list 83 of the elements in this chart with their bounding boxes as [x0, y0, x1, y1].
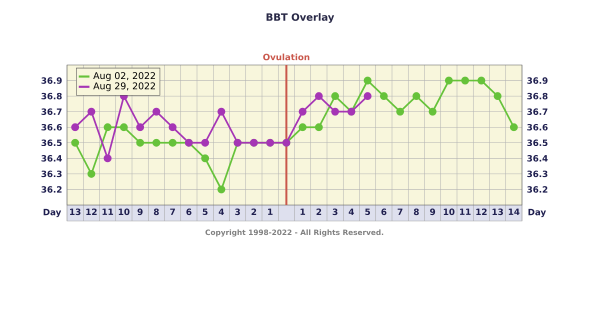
- x-tick-label: 13: [492, 208, 503, 216]
- x-tick-label: 12: [86, 208, 97, 215]
- point: [444, 76, 453, 84]
- point: [168, 123, 177, 132]
- x-tick-label: 1: [268, 208, 273, 215]
- point: [314, 92, 323, 100]
- x-tick-label: 1: [300, 208, 306, 215]
- y-tick-label: 36.9: [42, 77, 62, 84]
- x-tick-label: 3: [235, 208, 240, 216]
- x-tick-label: 2: [316, 208, 322, 215]
- point: [461, 76, 470, 84]
- y2-tick-label: 36.4: [527, 155, 548, 162]
- point: [510, 123, 518, 132]
- y2-tick-label: 36.3: [527, 170, 548, 178]
- y2-tick-label: 36.5: [527, 140, 548, 146]
- y-tick-label: 36.5: [42, 140, 62, 146]
- point: [298, 123, 307, 132]
- point: [477, 76, 486, 84]
- point: [201, 154, 210, 162]
- x-tick-label: 4: [348, 208, 354, 215]
- x-tick-label: 9: [430, 208, 436, 216]
- x-tick-label: 5: [365, 208, 370, 216]
- y2-tick-label: 36.2: [527, 186, 548, 193]
- point: [201, 138, 210, 147]
- point: [298, 108, 307, 116]
- point: [331, 108, 340, 116]
- point: [396, 108, 404, 116]
- y-tick-label: 36.2: [42, 186, 62, 193]
- x-tick-label: 2: [252, 208, 256, 215]
- point: [168, 138, 177, 147]
- x-tick-label: 8: [414, 208, 419, 216]
- x-tick-label: 10: [118, 208, 130, 216]
- ref-line-label: Ovulation: [263, 54, 310, 60]
- point: [364, 76, 372, 84]
- point: [87, 170, 96, 178]
- x-tick-label: 4: [218, 208, 224, 215]
- x-tick-label: 7: [170, 208, 175, 215]
- x-tick-label: 8: [154, 208, 159, 216]
- x-tick-label: 14: [508, 208, 520, 215]
- text: Day: [528, 208, 546, 218]
- x-tick-label: 10: [444, 208, 454, 216]
- point: [494, 92, 502, 100]
- point: [152, 108, 160, 116]
- chart-title: BBT Overlay: [266, 13, 334, 23]
- x-tick-label: 7: [398, 208, 402, 215]
- point: [428, 108, 437, 116]
- point: [71, 138, 80, 147]
- point: [136, 123, 144, 132]
- y2-tick-label: 36.7: [527, 108, 548, 115]
- point: [104, 154, 112, 162]
- x-tick-label: 9: [138, 208, 143, 216]
- legend-label: Aug 29, 2022: [93, 82, 155, 92]
- y-tick-label: 36.7: [42, 108, 62, 115]
- point: [152, 138, 160, 147]
- y2-tick-label: 36.9: [527, 77, 548, 84]
- y2-tick-label: 36.6: [527, 124, 548, 130]
- x-tick-label: 12: [476, 208, 487, 215]
- point: [380, 92, 388, 100]
- x-axis-title: Day: [44, 208, 62, 218]
- x-tick-label: 6: [381, 208, 386, 216]
- point: [120, 123, 128, 132]
- x-tick-label: 6: [186, 208, 192, 216]
- point: [104, 123, 112, 132]
- x-tick-label: 11: [102, 208, 114, 215]
- y-tick-label: 36.4: [42, 155, 62, 162]
- x-tick-label: 3: [332, 208, 338, 216]
- y-tick-label: 36.8: [42, 92, 62, 100]
- point: [217, 185, 226, 194]
- y-tick-label: 36.3: [42, 170, 62, 178]
- point: [217, 108, 226, 116]
- x-tick-label: 11: [460, 208, 471, 215]
- y-tick-label: 36.6: [42, 124, 62, 130]
- point: [87, 108, 96, 116]
- legend-label: Aug 02, 2022: [93, 72, 155, 81]
- point: [331, 92, 340, 100]
- x-tick-label: 5: [202, 208, 208, 216]
- point: [136, 138, 144, 147]
- x-tick-label: 13: [70, 208, 80, 216]
- point: [412, 92, 420, 100]
- y2-tick-label: 36.8: [527, 92, 548, 100]
- point: [364, 92, 372, 100]
- point: [314, 123, 323, 132]
- point: [71, 123, 80, 132]
